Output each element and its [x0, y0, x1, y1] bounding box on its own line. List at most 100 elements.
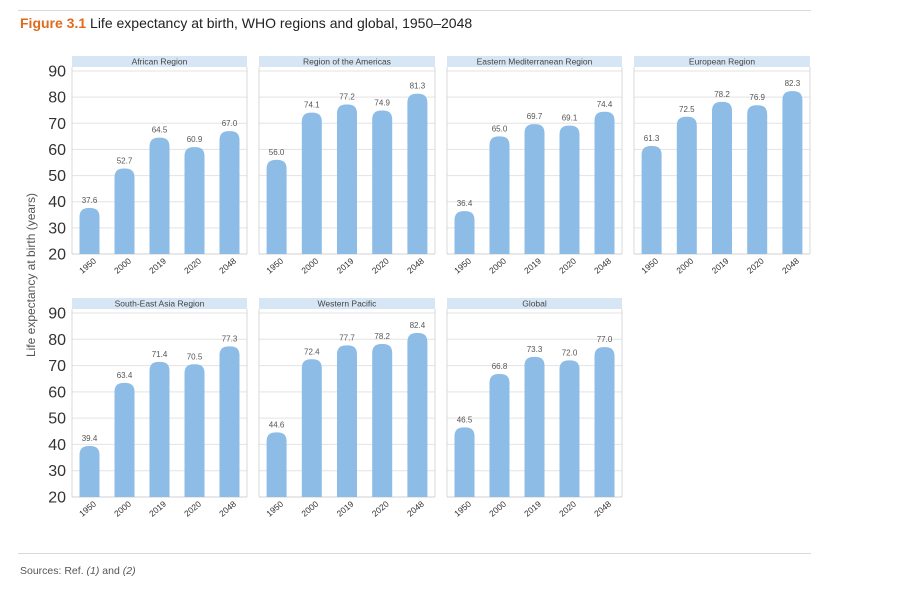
bar [372, 344, 393, 497]
data-label: 77.2 [339, 92, 355, 101]
bar [149, 361, 170, 497]
data-label: 39.4 [82, 434, 98, 443]
bar [219, 131, 240, 254]
panel-global: Global 46.5 1950 66.8 2000 73.3 2019 72.0 2020 77… [446, 298, 623, 519]
panel-header [634, 56, 810, 67]
x-tick-label: 2048 [592, 256, 613, 276]
bar [114, 168, 135, 254]
bar [712, 101, 732, 254]
data-label: 67.0 [222, 119, 238, 128]
y-tick-label: 30 [48, 463, 66, 480]
figure-title: Figure 3.1 Life expectancy at birth, WHO… [20, 15, 472, 31]
y-tick-label: 60 [48, 142, 66, 159]
x-tick-label: 2019 [522, 499, 543, 519]
data-label: 74.1 [304, 101, 320, 110]
bar [79, 207, 100, 254]
x-tick-label: 2020 [182, 499, 203, 519]
panel-header [259, 298, 435, 309]
panel-title: European Region [689, 57, 755, 67]
panel-header [447, 56, 622, 67]
data-label: 82.3 [785, 79, 801, 88]
x-tick-label: 2000 [299, 256, 320, 276]
bar [266, 432, 287, 497]
x-tick-label: 1950 [264, 256, 285, 276]
x-tick-label: 2048 [405, 499, 426, 519]
data-label: 69.7 [527, 112, 543, 121]
bar [337, 345, 357, 497]
x-tick-label: 2000 [112, 499, 133, 519]
x-tick-label: 2020 [370, 499, 391, 519]
y-tick-label: 20 [48, 490, 66, 507]
x-tick-label: 2000 [299, 499, 320, 519]
x-tick-label: 2000 [487, 256, 508, 276]
data-label: 76.9 [749, 93, 765, 102]
bar [372, 110, 393, 255]
x-tick-label: 2020 [557, 499, 578, 519]
x-tick-label: 2000 [112, 256, 133, 276]
x-tick-label: 2020 [370, 256, 391, 276]
data-label: 69.1 [562, 114, 578, 123]
data-label: 70.5 [187, 352, 203, 361]
y-tick-label: 20 [48, 247, 66, 264]
panel-title: African Region [132, 57, 188, 67]
y-tick-label: 50 [48, 411, 66, 428]
x-tick-label: 2048 [592, 499, 613, 519]
bar [79, 446, 100, 497]
x-tick-label: 2019 [147, 499, 168, 519]
x-tick-label: 2048 [780, 256, 801, 276]
sources-ref-1: (1) [86, 565, 100, 577]
panel-european-region: European Region 61.3 1950 72.5 2000 78.2 2019 7… [633, 56, 811, 276]
bar [301, 359, 322, 497]
data-label: 65.0 [492, 124, 508, 133]
bar [407, 332, 428, 497]
data-label: 77.7 [339, 333, 355, 342]
data-label: 71.4 [152, 350, 168, 359]
bar [524, 356, 545, 497]
bar [559, 125, 580, 254]
bar [454, 211, 475, 254]
bar [559, 360, 580, 497]
panel-african-region: African Region 20 30 40 50 60 70 80 90 37.6 1950 52… [48, 56, 248, 276]
x-tick-label: 1950 [77, 256, 98, 276]
data-label: 66.8 [492, 362, 508, 371]
x-tick-label: 1950 [639, 256, 660, 276]
bar [184, 147, 205, 254]
x-tick-label: 1950 [264, 499, 285, 519]
y-tick-label: 90 [48, 64, 66, 81]
data-label: 72.0 [562, 348, 578, 357]
y-tick-label: 80 [48, 332, 66, 349]
bar [266, 159, 287, 254]
panel-title: Western Pacific [318, 299, 378, 309]
panel-header [259, 56, 435, 67]
x-tick-label: 2019 [335, 499, 356, 519]
sources-prefix: Sources: Ref. [20, 565, 87, 577]
data-label: 63.4 [117, 371, 133, 380]
data-label: 82.4 [410, 321, 426, 330]
data-label: 78.2 [374, 332, 390, 341]
data-label: 36.4 [457, 199, 473, 208]
x-tick-label: 2000 [674, 256, 695, 276]
bar [489, 136, 510, 254]
bar [594, 111, 615, 254]
y-tick-label: 80 [48, 90, 66, 107]
x-tick-label: 1950 [452, 256, 473, 276]
y-tick-label: 70 [48, 116, 66, 133]
y-tick-label: 60 [48, 384, 66, 401]
panel-title: Eastern Mediterranean Region [477, 57, 593, 67]
data-label: 74.9 [374, 98, 390, 107]
data-label: 81.3 [410, 82, 426, 91]
bar [594, 347, 615, 497]
data-label: 77.3 [222, 334, 238, 343]
y-tick-label: 70 [48, 358, 66, 375]
data-label: 61.3 [644, 134, 660, 143]
panel-south-east-asia-region: South-East Asia Region 20 30 40 50 60 70 80 90 39… [48, 298, 248, 519]
x-tick-label: 2020 [182, 256, 203, 276]
bottom-rule [18, 553, 811, 554]
bar [489, 373, 510, 497]
bar [184, 364, 205, 497]
bar [114, 382, 135, 497]
panel-western-pacific: Western Pacific 44.6 1950 72.4 2000 77.7 2019 7… [258, 298, 436, 519]
data-label: 56.0 [269, 148, 285, 157]
figure-label: Figure 3.1 [20, 15, 87, 31]
